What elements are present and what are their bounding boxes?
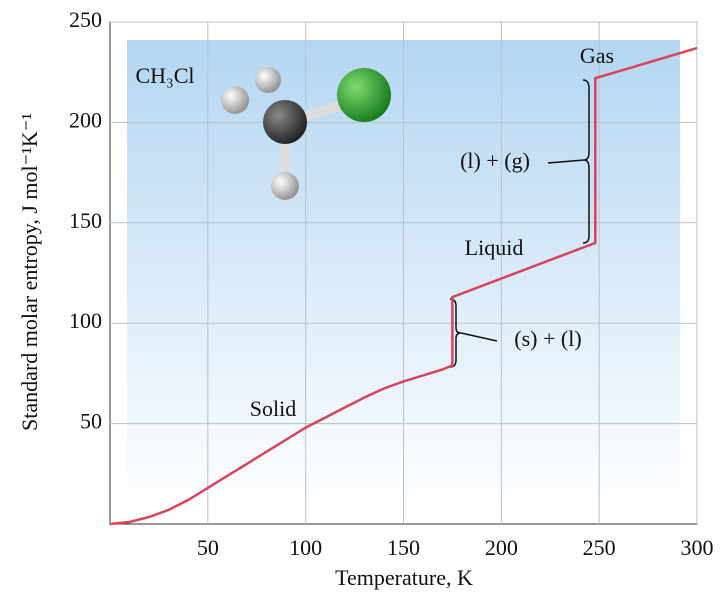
x-axis-label: Temperature, K — [335, 565, 473, 590]
annotation: Solid — [250, 396, 296, 421]
chart: Temperature, K Standard molar entropy, J… — [0, 0, 724, 597]
page: {"chart_data": {"type": "line", "x_label… — [0, 0, 724, 597]
annotation: (l) + (g) — [460, 148, 530, 173]
y-tick-label: 200 — [69, 107, 102, 132]
annotation: (s) + (l) — [514, 326, 581, 351]
annotation: CH₃Cl — [135, 63, 194, 88]
annotation: Gas — [580, 43, 614, 68]
x-tick-label: 200 — [485, 535, 518, 560]
y-tick-label: 250 — [69, 7, 102, 32]
x-tick-label: 300 — [681, 535, 714, 560]
y-axis-label: Standard molar entropy, J mol⁻¹K⁻¹ — [17, 113, 42, 431]
y-tick-label: 100 — [69, 308, 102, 333]
y-tick-label: 50 — [80, 409, 102, 434]
annotation: Liquid — [465, 235, 524, 260]
x-tick-label: 250 — [583, 535, 616, 560]
y-tick-label: 150 — [69, 208, 102, 233]
x-tick-label: 50 — [197, 535, 219, 560]
x-tick-label: 150 — [387, 535, 420, 560]
x-tick-label: 100 — [289, 535, 322, 560]
